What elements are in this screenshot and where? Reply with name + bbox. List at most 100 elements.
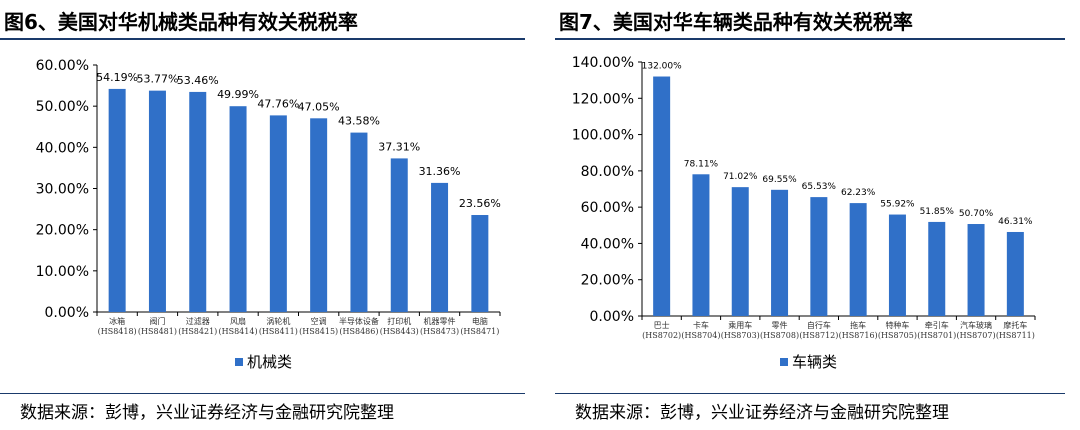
title-divider: [555, 38, 1065, 40]
y-tick-label: 40.00%: [581, 236, 634, 252]
x-tick-label: (HS8443): [380, 327, 419, 336]
bar: [849, 203, 867, 316]
data-label: 71.02%: [723, 172, 758, 182]
x-tick-label: (HS8711): [996, 331, 1035, 340]
source-divider: [555, 393, 1065, 394]
x-tick-label: 摩托车: [1003, 320, 1027, 330]
y-tick-label: 60.00%: [36, 58, 89, 74]
bar: [888, 214, 906, 316]
data-label: 31.36%: [419, 165, 461, 178]
bar: [431, 182, 449, 312]
x-tick-label: (HS8414): [219, 327, 258, 336]
x-tick-label: (HS8486): [339, 327, 378, 336]
x-tick-label: (HS8481): [138, 327, 177, 336]
x-tick-label: (HS8473): [420, 327, 459, 336]
legend-swatch: [780, 358, 788, 366]
x-tick-label: 零件: [772, 320, 788, 330]
x-tick-label: (HS8716): [839, 331, 878, 340]
x-tick-label: 阀门: [149, 316, 165, 326]
x-tick-label: 特种车: [885, 320, 909, 330]
x-tick-label: 半导体设备: [339, 316, 379, 326]
x-tick-label: 过滤器: [186, 316, 210, 326]
x-tick-label: 空调: [311, 316, 327, 326]
bar: [269, 115, 287, 312]
x-tick-label: (HS8421): [178, 327, 217, 336]
data-label: 43.58%: [338, 115, 380, 128]
data-label: 47.76%: [257, 97, 299, 110]
x-tick-label: 牵引车: [925, 320, 949, 330]
data-label: 49.99%: [217, 88, 259, 101]
chart-title: 图7、美国对华车辆类品种有效关税税率: [559, 10, 913, 34]
bar: [692, 174, 710, 316]
source-divider: [0, 393, 525, 394]
x-tick-label: (HS8418): [98, 327, 137, 336]
x-tick-label: (HS8702): [642, 331, 681, 340]
data-label: 53.77%: [136, 73, 178, 86]
legend-label: 车辆类: [792, 353, 837, 371]
x-tick-label: (HS8703): [721, 331, 760, 340]
data-label: 51.85%: [920, 207, 955, 217]
bar: [653, 76, 671, 316]
bar: [390, 158, 408, 312]
x-tick-label: 机器零件: [424, 316, 456, 326]
data-label: 46.31%: [998, 217, 1033, 227]
x-tick-label: 汽车玻璃: [960, 320, 992, 330]
y-tick-label: 0.00%: [45, 305, 89, 321]
data-label: 53.46%: [177, 74, 219, 87]
data-label: 23.56%: [459, 197, 501, 210]
y-tick-label: 40.00%: [36, 140, 89, 156]
y-tick-label: 60.00%: [581, 200, 634, 216]
bar: [967, 224, 985, 316]
y-tick-label: 10.00%: [36, 264, 89, 280]
x-tick-label: (HS8471): [460, 327, 499, 336]
data-label: 55.92%: [880, 200, 915, 210]
y-tick-label: 80.00%: [581, 164, 634, 180]
y-tick-label: 120.00%: [572, 91, 634, 107]
y-tick-label: 20.00%: [36, 223, 89, 239]
bar: [928, 221, 946, 316]
x-tick-label: (HS8704): [681, 331, 720, 340]
x-tick-label: 打印机: [387, 316, 411, 326]
data-label: 54.19%: [96, 71, 138, 84]
bar: [229, 106, 247, 313]
x-tick-label: 风扇: [230, 316, 246, 326]
bar: [108, 88, 126, 312]
y-tick-label: 0.00%: [590, 309, 634, 325]
data-label: 78.11%: [684, 159, 719, 169]
source-note: 数据来源：彭博，兴业证券经济与金融研究院整理: [575, 403, 949, 423]
source-note: 数据来源：彭博，兴业证券经济与金融研究院整理: [20, 403, 394, 423]
bar: [350, 132, 368, 312]
data-label: 37.31%: [378, 140, 420, 153]
bar-chart-machinery: 0.00% 10.00% 20.00% 30.00% 40.00% 50.00% 60.00…: [36, 58, 501, 371]
bar: [731, 187, 749, 316]
chart-title: 图6、美国对华机械类品种有效关税税率: [4, 10, 358, 34]
x-tick-label: 巴士: [654, 320, 670, 330]
bar: [310, 118, 328, 312]
x-tick-label: (HS8708): [760, 331, 799, 340]
bar: [1006, 231, 1024, 316]
chart-panel-vehicles: 图7、美国对华车辆类品种有效关税税率 0.00% 20.00% 40.00% 60.0…: [555, 0, 1065, 430]
x-tick-label: 电脑: [472, 316, 488, 326]
y-tick-label: 20.00%: [581, 273, 634, 289]
bar: [810, 197, 828, 316]
bar-chart-vehicles: 0.00% 20.00% 40.00% 60.00% 80.00% 100.00% 120.…: [572, 55, 1036, 371]
data-label: 50.70%: [959, 209, 994, 219]
x-tick-label: (HS8712): [799, 331, 838, 340]
y-tick-label: 140.00%: [572, 55, 634, 71]
bar: [148, 90, 166, 312]
legend-swatch: [235, 358, 243, 366]
title-divider: [0, 38, 525, 40]
x-tick-label: 卡车: [693, 320, 709, 330]
chart-panel-machinery: 图6、美国对华机械类品种有效关税税率 0.00% 10.00% 20.00% 30.0…: [0, 0, 525, 430]
x-tick-label: (HS8415): [299, 327, 338, 336]
data-label: 62.23%: [841, 188, 876, 198]
x-tick-label: (HS8411): [259, 327, 298, 336]
data-label: 47.05%: [298, 100, 340, 113]
bar: [189, 91, 207, 312]
x-tick-label: 冰箱: [109, 316, 125, 326]
legend-label: 机械类: [247, 353, 292, 371]
data-label: 132.00%: [642, 62, 682, 72]
y-tick-label: 100.00%: [572, 128, 634, 144]
x-tick-label: (HS8707): [957, 331, 996, 340]
bar: [771, 189, 789, 316]
